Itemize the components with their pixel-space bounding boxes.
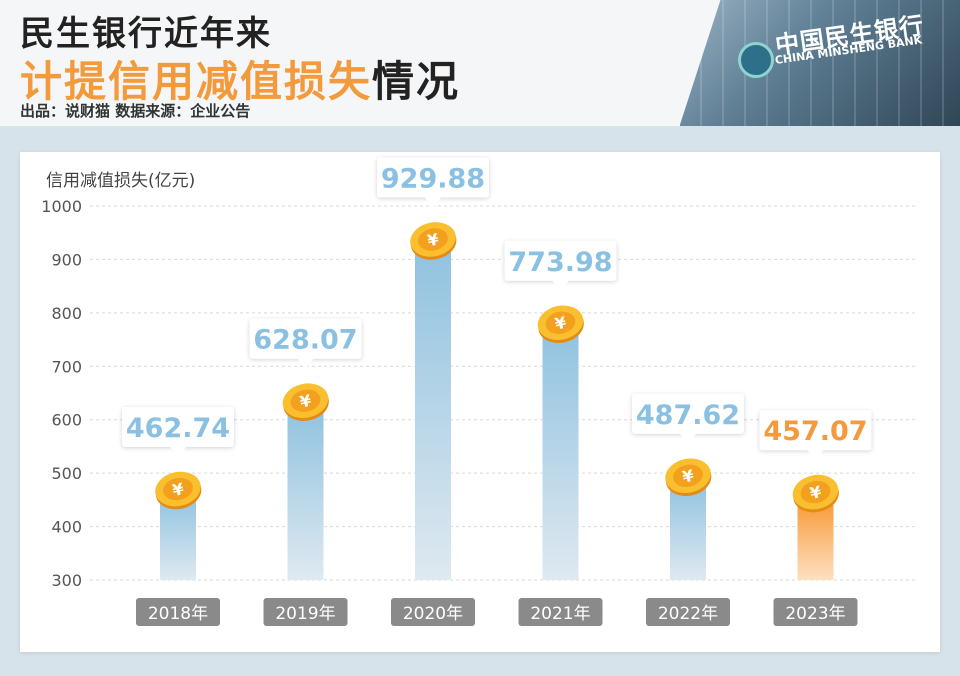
value-label-box [504,240,617,281]
category-pill [136,598,220,626]
y-tick-label: 500 [51,464,82,483]
y-tick-label: 300 [51,571,82,590]
coin-icon: ¥ [792,474,839,513]
bar [415,243,451,580]
svg-text:¥: ¥ [681,466,696,487]
value-label: 487.62 [636,400,740,431]
x-tick-label: 2019年 [275,604,335,624]
y-axis-label: 信用减值损失(亿元) [46,171,195,191]
x-tick-label: 2022年 [658,604,718,624]
category-pill [646,598,730,626]
chart-card: 信用减值损失(亿元) 300 400 500 600 700 800 900 1000 ¥462… [20,152,940,652]
source-note: 出品：说财猫 数据来源：企业公告 [20,102,251,120]
value-label-pointer [807,450,824,461]
y-tick-label: 1000 [41,197,82,216]
coin-icon: ¥ [665,458,712,496]
category-pill [263,598,348,626]
bar [287,404,324,580]
value-label: 457.07 [763,416,867,447]
value-label: 462.74 [126,413,230,444]
y-tick-label: 800 [51,304,82,323]
category-pill [391,598,475,626]
y-tick-label: 600 [51,411,82,430]
coin-icon: ¥ [155,471,202,510]
coin-icon: ¥ [537,305,584,343]
category-pill [773,598,858,626]
value-label-box [122,407,234,448]
value-label-pointer [425,197,441,208]
svg-text:¥: ¥ [808,482,823,503]
x-tick-label: 2023年 [785,604,845,624]
value-label-pointer [552,280,569,291]
category-pill [518,598,603,626]
x-tick-label: 2020年 [403,604,463,624]
y-tick-label: 900 [51,250,82,269]
bar [670,479,706,580]
coin-icon: ¥ [410,222,457,260]
bar-chart: 信用减值损失(亿元) 300 400 500 600 700 800 900 1000 ¥462… [41,157,916,626]
value-label-box [759,410,872,451]
value-label-box [377,157,489,198]
value-label-box [249,318,362,359]
value-label: 929.88 [381,163,485,194]
value-label-pointer [297,358,314,369]
y-tick-label: 400 [51,518,82,537]
svg-text:¥: ¥ [553,313,568,334]
svg-text:¥: ¥ [426,230,441,251]
x-tick-label: 2018年 [148,604,208,624]
bank-building-photo [680,0,960,126]
value-label-pointer [170,447,186,458]
title-rest: 情况 [372,57,461,106]
title-line-2: 计提信用减值损失情况 [20,48,460,109]
y-tick-label: 700 [51,357,82,376]
value-label-box [632,393,744,434]
value-label-pointer [680,433,696,444]
value-label: 628.07 [253,325,357,356]
title-line-1: 民生银行近年来 [20,14,272,54]
bar [542,326,579,580]
x-tick-label: 2021年 [530,604,590,624]
title-highlight: 计提信用减值损失 [20,57,373,106]
coin-icon: ¥ [282,383,329,421]
value-label: 773.98 [508,247,612,278]
header: 民生银行近年来 计提信用减值损失情况 出品：说财猫 数据来源：企业公告 中国民生… [0,0,960,126]
svg-text:¥: ¥ [298,391,313,412]
bank-logo-icon [738,42,774,78]
svg-text:¥: ¥ [171,479,186,500]
